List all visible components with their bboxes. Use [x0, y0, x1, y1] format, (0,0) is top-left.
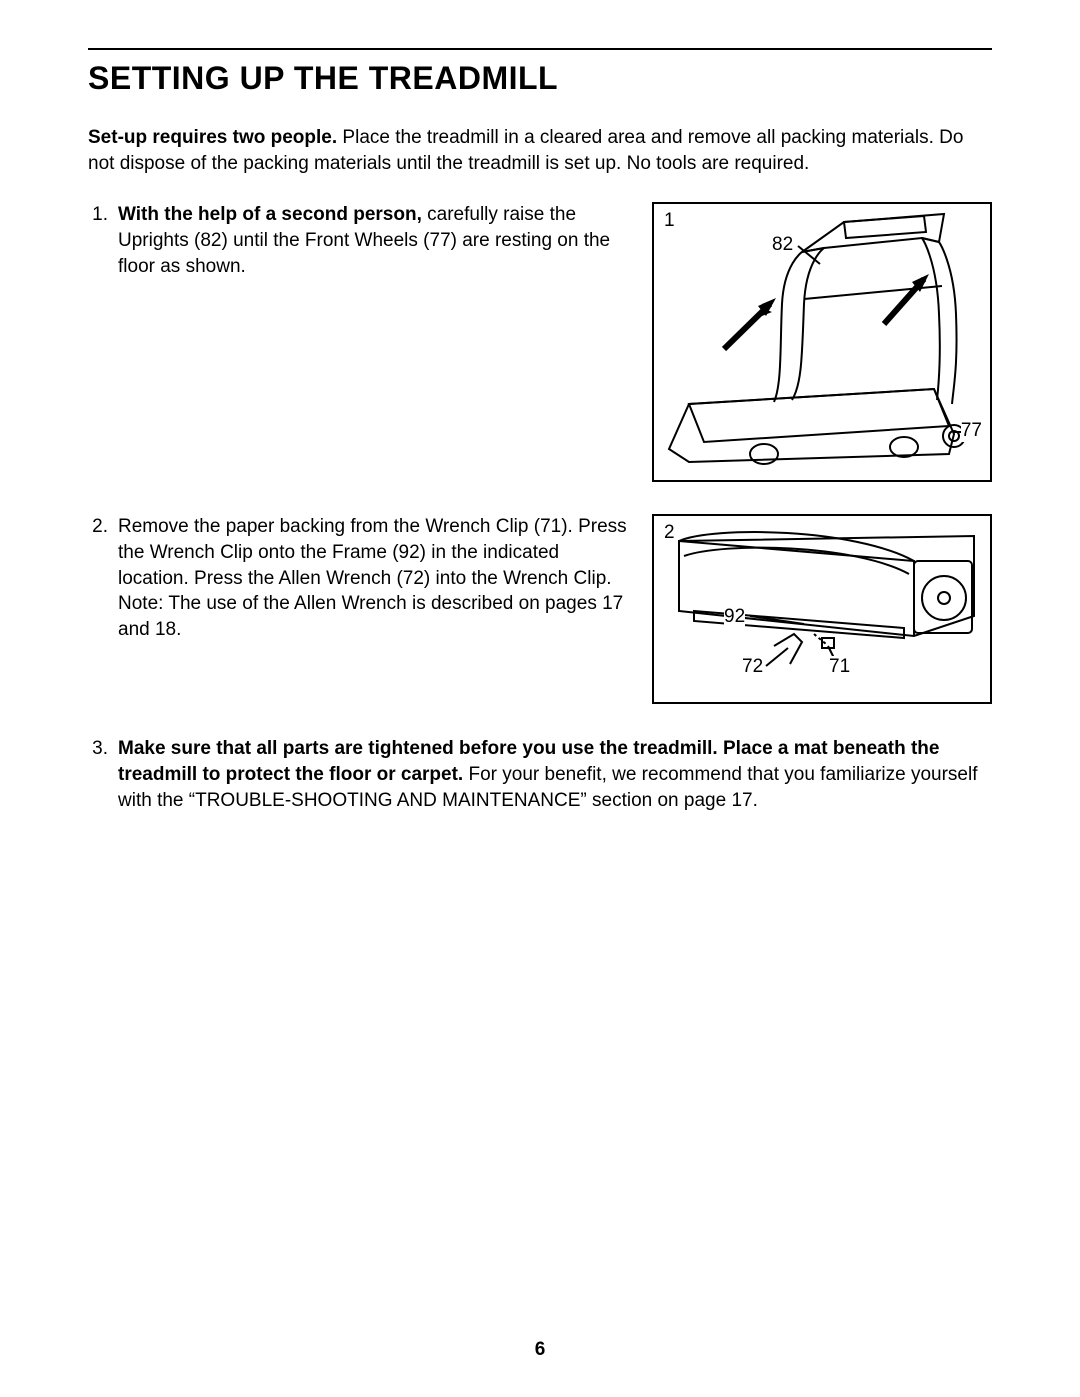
page-number: 6: [0, 1339, 1080, 1361]
step-number: 3.: [88, 736, 118, 762]
step-body: Remove the paper backing from the Wrench…: [118, 514, 992, 704]
callout-72: 72: [742, 656, 763, 678]
step-text: Remove the paper backing from the Wrench…: [118, 514, 634, 704]
callout-71: 71: [829, 656, 850, 678]
step-lead: With the help of a second person,: [118, 204, 422, 225]
callout-82: 82: [772, 234, 793, 256]
figure-number: 2: [664, 522, 675, 544]
frame-detail-illustration: [654, 516, 990, 702]
callout-92: 92: [724, 606, 745, 628]
figure-1: 1 82 77: [652, 202, 992, 482]
step-text: Make sure that all parts are tightened b…: [118, 736, 992, 813]
page-title: SETTING UP THE TREADMILL: [88, 60, 992, 97]
step-1: 1. With the help of a second person, car…: [88, 202, 992, 482]
step-rest: Remove the paper backing from the Wrench…: [118, 516, 627, 640]
step-number: 2.: [88, 514, 118, 540]
step-body: Make sure that all parts are tightened b…: [118, 736, 992, 813]
callout-77: 77: [961, 420, 982, 442]
intro-paragraph: Set-up requires two people. Place the tr…: [88, 125, 992, 176]
step-number: 1.: [88, 202, 118, 228]
top-rule: [88, 48, 992, 50]
step-text: With the help of a second person, carefu…: [118, 202, 634, 482]
figure-number: 1: [664, 210, 675, 232]
intro-lead: Set-up requires two people.: [88, 127, 337, 148]
treadmill-illustration: [654, 204, 990, 480]
steps-list: 1. With the help of a second person, car…: [88, 202, 992, 813]
figure-2: 2 92 72 71: [652, 514, 992, 704]
step-3: 3. Make sure that all parts are tightene…: [88, 736, 992, 813]
step-2: 2. Remove the paper backing from the Wre…: [88, 514, 992, 704]
step-body: With the help of a second person, carefu…: [118, 202, 992, 482]
